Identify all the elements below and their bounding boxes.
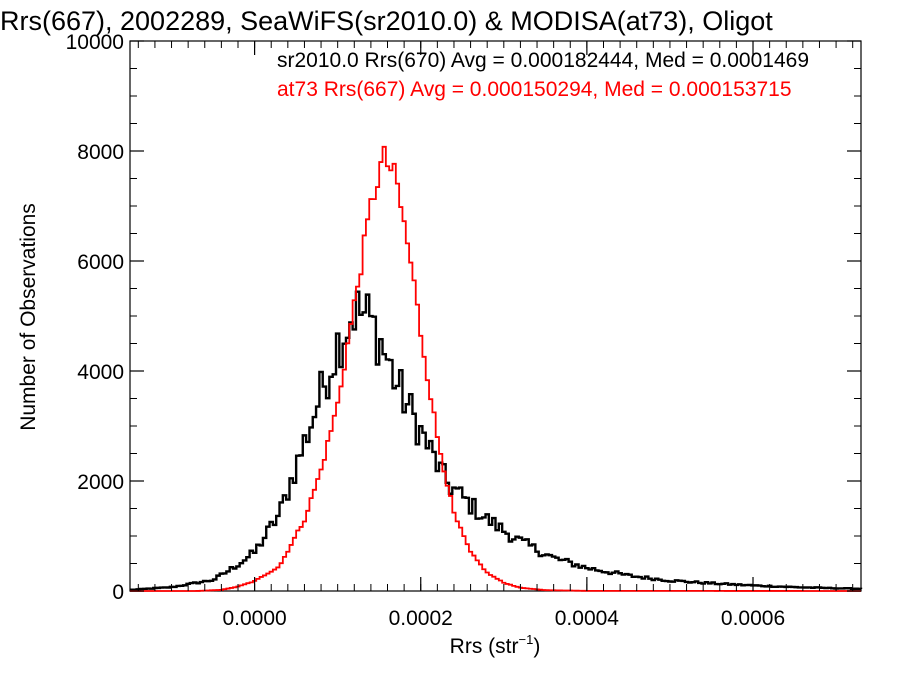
histogram-series-1 — [130, 290, 863, 591]
x-tick-label: 0.0006 — [721, 607, 785, 630]
ticks-layer: 0 2000 4000 6000 8000 10000 0.0000 0.0002 0.0004… — [66, 31, 861, 630]
series-layer — [130, 145, 863, 592]
x-axis-label-superscript: −1 — [519, 632, 534, 647]
histogram-series-2 — [130, 145, 861, 592]
legend-entry-2: at73 Rrs(667) Avg = 0.000150294, Med = 0… — [277, 78, 792, 101]
x-tick-label: 0.0000 — [222, 607, 286, 630]
y-tick-label: 6000 — [77, 251, 124, 274]
x-axis-label-main: Rrs (str — [450, 635, 519, 658]
x-tick-label: 0.0004 — [555, 607, 620, 630]
y-axis-label: Number of Observations — [17, 203, 40, 431]
x-axis-label-close: ) — [533, 635, 540, 658]
y-tick-label: 10000 — [66, 31, 124, 54]
y-tick-label: 0 — [112, 581, 124, 604]
y-tick-label: 4000 — [77, 361, 124, 384]
legend-entry-1: sr2010.0 Rrs(670) Avg = 0.000182444, Med… — [277, 49, 809, 72]
x-tick-label: 0.0002 — [389, 607, 453, 630]
y-tick-label: 8000 — [77, 141, 124, 164]
chart-title: Rrs(667), 2002289, SeaWiFS(sr2010.0) & M… — [0, 6, 773, 36]
y-tick-label: 2000 — [77, 471, 124, 494]
x-axis-label: Rrs (str−1) — [450, 632, 541, 658]
plot-frame — [129, 40, 862, 592]
plot-border — [129, 40, 862, 592]
